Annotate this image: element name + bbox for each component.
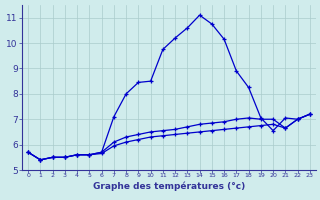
X-axis label: Graphe des températures (°c): Graphe des températures (°c) [93, 181, 245, 191]
